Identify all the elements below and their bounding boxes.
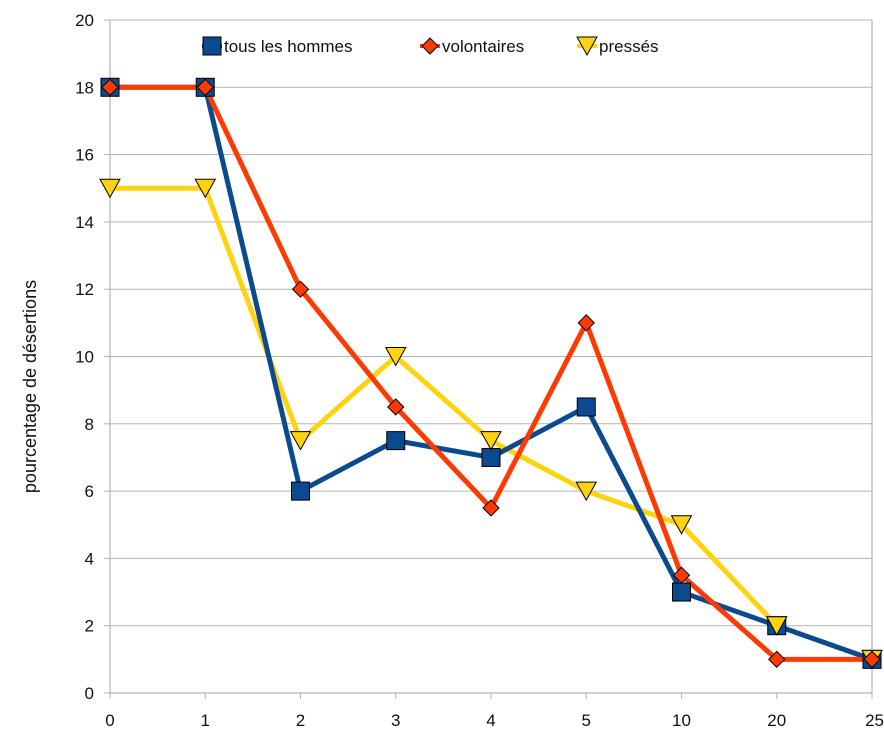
y-tick-label: 8 — [85, 415, 94, 434]
x-tick-label: 5 — [582, 711, 591, 730]
x-tick-label: 4 — [486, 711, 495, 730]
data-point-square — [576, 397, 596, 417]
x-tick-label: 25 — [865, 711, 884, 730]
data-point-diamond — [672, 566, 691, 584]
data-point-diamond — [863, 650, 881, 669]
series-line-0 — [107, 84, 875, 662]
data-point-square — [481, 447, 501, 467]
data-point-square — [291, 481, 310, 501]
series-lines — [107, 84, 875, 662]
legend: tous les hommes volontaires pressés — [202, 36, 659, 57]
legend-marker — [202, 36, 222, 56]
legend-label: volontaires — [442, 37, 524, 56]
data-point-diamond — [482, 499, 500, 517]
axes — [104, 19, 873, 699]
data-point-diamond — [387, 398, 405, 416]
x-tick-label: 3 — [391, 711, 400, 730]
y-tick-label: 18 — [75, 78, 94, 97]
y-tick-label: 6 — [85, 482, 94, 501]
x-tick-label: 1 — [201, 711, 210, 730]
data-point-triangle — [289, 431, 312, 451]
data-point-diamond — [196, 78, 214, 97]
y-axis-label: pourcentage de désertions — [20, 280, 40, 493]
data-point-triangle — [670, 515, 693, 535]
y-tick-label: 10 — [75, 348, 94, 367]
y-tick-label: 2 — [85, 617, 94, 636]
legend-label: tous les hommes — [224, 37, 353, 56]
data-point-diamond — [291, 280, 310, 298]
data-point-triangle — [765, 616, 788, 636]
y-tick-label: 16 — [75, 146, 94, 165]
data-point-triangle — [384, 347, 407, 367]
x-tick-label: 20 — [767, 711, 786, 730]
x-tick-label: 2 — [296, 711, 305, 730]
data-point-diamond — [768, 650, 786, 669]
legend-label: pressés — [599, 37, 659, 56]
series-markers — [99, 77, 883, 670]
x-tick-label: 0 — [105, 711, 114, 730]
legend-marker — [576, 36, 598, 57]
y-tick-label: 14 — [75, 213, 94, 232]
data-point-triangle — [480, 431, 502, 451]
data-point-diamond — [577, 314, 595, 332]
x-tick-label: 10 — [672, 711, 691, 730]
data-point-square — [386, 431, 406, 451]
data-point-triangle — [99, 178, 121, 199]
data-point-triangle — [575, 481, 598, 502]
y-tick-labels: 0 2 4 6 8 10 12 14 16 18 20 — [75, 11, 94, 703]
data-point-square — [672, 582, 691, 602]
grid — [110, 19, 872, 694]
y-tick-label: 12 — [75, 280, 94, 299]
y-tick-label: 4 — [85, 549, 94, 568]
x-tick-labels: 0 1 2 3 4 5 10 20 25 — [105, 711, 884, 730]
data-point-triangle — [194, 178, 217, 199]
data-point-diamond — [101, 78, 119, 97]
y-tick-label: 0 — [85, 684, 94, 703]
y-tick-label: 20 — [75, 11, 94, 30]
legend-marker — [421, 37, 439, 55]
